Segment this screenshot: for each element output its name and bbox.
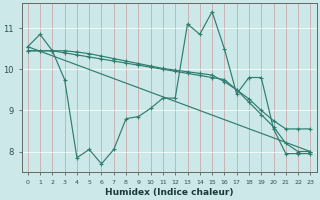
X-axis label: Humidex (Indice chaleur): Humidex (Indice chaleur): [105, 188, 233, 197]
